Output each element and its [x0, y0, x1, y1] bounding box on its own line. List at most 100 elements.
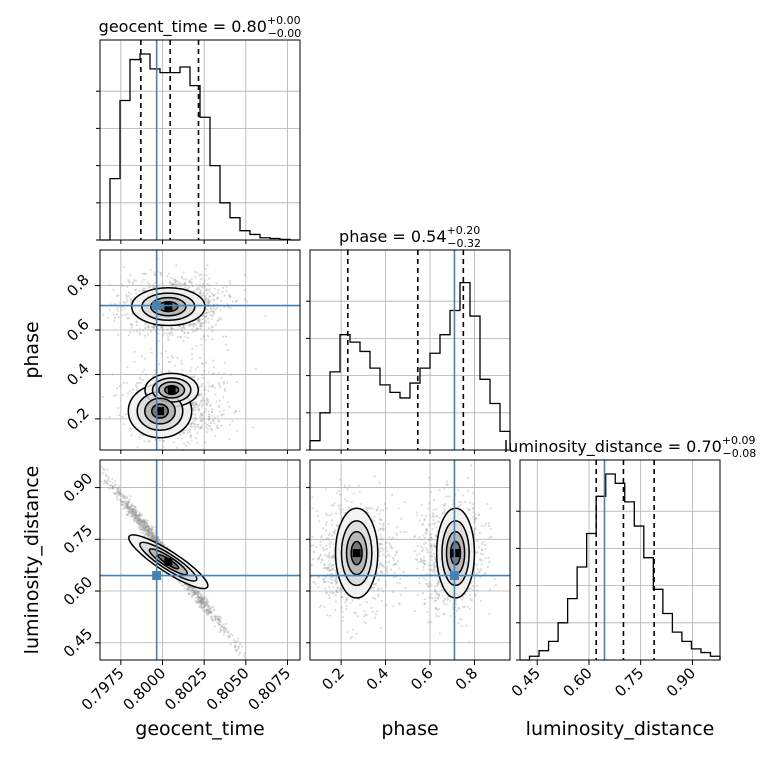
scatter-geocent-time-vs-phase-sample-point [218, 316, 222, 319]
scatter-geocent-time-vs-luminosity-distance-sample-point [148, 527, 151, 530]
scatter-geocent-time-vs-luminosity-distance-sample-point [211, 615, 214, 618]
scatter-geocent-time-vs-luminosity-distance-sample-point [194, 590, 197, 593]
scatter-phase-vs-luminosity-distance-sample-point [346, 488, 349, 491]
scatter-phase-vs-luminosity-distance-sample-point [470, 599, 473, 602]
scatter-phase-vs-luminosity-distance-sample-point [436, 515, 439, 518]
scatter-phase-vs-luminosity-distance-sample-point [422, 559, 425, 562]
scatter-geocent-time-vs-phase-sample-point [146, 281, 149, 284]
scatter-geocent-time-vs-luminosity-distance-sample-point [143, 523, 146, 526]
scatter-phase-vs-luminosity-distance-sample-point [331, 556, 334, 559]
scatter-phase-vs-luminosity-distance-sample-point [324, 554, 327, 557]
scatter-phase-vs-luminosity-distance-sample-point [332, 567, 335, 570]
scatter-phase-vs-luminosity-distance-sample-point [445, 495, 448, 498]
scatter-geocent-time-vs-phase-sample-point [201, 419, 204, 422]
scatter-geocent-time-vs-luminosity-distance-sample-point [146, 534, 149, 537]
scatter-phase-vs-luminosity-distance-sample-point [433, 564, 436, 567]
scatter-geocent-time-vs-luminosity-distance-sample-point [183, 587, 186, 590]
scatter-phase-vs-luminosity-distance-sample-point [487, 524, 490, 527]
scatter-geocent-time-vs-luminosity-distance-sample-point [218, 618, 221, 621]
scatter-geocent-time-vs-luminosity-distance-sample-point [141, 520, 144, 523]
scatter-geocent-time-vs-luminosity-distance-sample-point [204, 611, 207, 614]
scatter-geocent-time-vs-phase-sample-point [204, 422, 207, 425]
scatter-phase-vs-luminosity-distance-sample-point [378, 554, 381, 558]
scatter-geocent-time-vs-luminosity-distance-sample-point [214, 625, 217, 628]
scatter-phase-vs-luminosity-distance-sample-point [377, 595, 380, 598]
scatter-geocent-time-vs-luminosity-distance-sample-point [126, 505, 129, 509]
scatter-phase-vs-luminosity-distance-sample-point [432, 499, 435, 502]
scatter-geocent-time-vs-luminosity-distance-sample-point [192, 593, 195, 596]
scatter-geocent-time-vs-luminosity-distance-sample-point [112, 492, 115, 495]
scatter-geocent-time-vs-luminosity-distance-sample-point [147, 528, 150, 531]
scatter-geocent-time-vs-luminosity-distance-sample-point [205, 612, 208, 616]
scatter-geocent-time-vs-luminosity-distance-sample-point [197, 596, 201, 599]
scatter-geocent-time-vs-phase-sample-point [194, 425, 197, 429]
scatter-geocent-time-vs-phase-sample-point [170, 331, 173, 334]
scatter-geocent-time-vs-luminosity-distance-sample-point [207, 606, 210, 610]
scatter-geocent-time-vs-phase-sample-point [199, 412, 203, 415]
scatter-phase-vs-luminosity-distance-sample-point [419, 557, 423, 561]
scatter-geocent-time-vs-luminosity-distance-sample-point [130, 508, 134, 511]
scatter-geocent-time-vs-luminosity-distance-sample-point [121, 497, 125, 500]
scatter-geocent-time-vs-phase-sample-point [200, 412, 203, 415]
scatter-phase-vs-luminosity-distance-sample-point [328, 538, 331, 541]
scatter-geocent-time-vs-luminosity-distance-sample-point [196, 598, 199, 601]
scatter-phase-vs-luminosity-distance-sample-point [432, 513, 435, 517]
scatter-geocent-time-vs-phase-sample-point [198, 408, 201, 411]
scatter-geocent-time-vs-phase-sample-point [125, 298, 128, 301]
scatter-phase-vs-luminosity-distance-sample-point [372, 597, 375, 600]
scatter-geocent-time-vs-luminosity-distance-sample-point [130, 515, 133, 518]
scatter-geocent-time-vs-luminosity-distance-sample-point [125, 497, 129, 500]
scatter-geocent-time-vs-phase-sample-point [192, 376, 195, 379]
scatter-geocent-time-vs-luminosity-distance-sample-point [136, 519, 139, 522]
scatter-geocent-time-vs-luminosity-distance-sample-point [116, 498, 119, 501]
scatter-geocent-time-vs-luminosity-distance-sample-point [137, 514, 140, 517]
scatter-geocent-time-vs-phase-sample-point [204, 298, 207, 301]
scatter-geocent-time-vs-luminosity-distance-sample-point [219, 628, 222, 631]
scatter-geocent-time-vs-phase-sample-point [207, 424, 210, 427]
scatter-geocent-time-vs-luminosity-distance-sample-point [138, 520, 141, 523]
scatter-geocent-time-vs-luminosity-distance-sample-point [132, 509, 135, 512]
scatter-geocent-time-vs-luminosity-distance-sample-point [133, 507, 136, 510]
scatter-geocent-time-vs-luminosity-distance-sample-point [227, 630, 230, 633]
scatter-geocent-time-vs-luminosity-distance-sample-point [202, 606, 205, 609]
scatter-geocent-time-vs-phase-sample-point [193, 375, 196, 378]
scatter-phase-vs-luminosity-distance-sample-point [331, 578, 334, 581]
scatter-geocent-time-vs-luminosity-distance-sample-point [219, 617, 222, 620]
scatter-geocent-time-vs-luminosity-distance-sample-point [208, 612, 211, 615]
scatter-geocent-time-vs-luminosity-distance-sample-point [121, 493, 124, 496]
scatter-phase-vs-luminosity-distance-sample-point [310, 563, 314, 567]
scatter-geocent-time-vs-luminosity-distance-sample-point [157, 538, 160, 541]
scatter-geocent-time-vs-luminosity-distance-sample-point [207, 608, 210, 612]
scatter-geocent-time-vs-luminosity-distance-sample-point [179, 581, 182, 585]
scatter-geocent-time-vs-luminosity-distance-sample-point [145, 524, 148, 528]
scatter-geocent-time-vs-phase-sample-point [130, 326, 133, 329]
hist-luminosity-distance-panel [516, 459, 721, 661]
scatter-geocent-time-vs-luminosity-distance-sample-point [197, 597, 200, 601]
scatter-phase-vs-luminosity-distance-sample-point [404, 587, 407, 590]
scatter-phase-vs-luminosity-distance-sample-point [466, 507, 469, 510]
scatter-geocent-time-vs-luminosity-distance-sample-point [187, 592, 190, 595]
scatter-geocent-time-vs-luminosity-distance-sample-point [192, 588, 195, 591]
scatter-phase-vs-luminosity-distance-sample-point [441, 588, 444, 591]
scatter-geocent-time-vs-luminosity-distance-sample-point [109, 484, 112, 487]
scatter-geocent-time-vs-luminosity-distance-sample-point [198, 596, 201, 599]
scatter-geocent-time-vs-luminosity-distance-sample-point [102, 467, 105, 470]
scatter-geocent-time-vs-luminosity-distance-sample-point [146, 528, 149, 532]
scatter-geocent-time-vs-phase-sample-point [180, 362, 183, 365]
scatter-geocent-time-vs-phase-sample-point [203, 369, 206, 372]
scatter-geocent-time-vs-phase-sample-point [196, 423, 199, 426]
scatter-phase-vs-luminosity-distance-sample-point [428, 568, 431, 571]
scatter-geocent-time-vs-phase-sample-point [238, 410, 241, 413]
scatter-geocent-time-vs-phase-sample-point [173, 364, 177, 367]
scatter-phase-vs-luminosity-distance-sample-point [437, 597, 440, 600]
scatter-phase-vs-luminosity-distance-sample-point [422, 559, 425, 562]
scatter-geocent-time-vs-phase-sample-point [200, 400, 204, 403]
scatter-phase-vs-luminosity-distance-sample-point [315, 509, 319, 512]
scatter-phase-vs-luminosity-distance-sample-point [385, 604, 388, 607]
scatter-geocent-time-vs-phase-sample-point [204, 388, 207, 391]
scatter-geocent-time-vs-luminosity-distance-sample-point [199, 603, 202, 606]
scatter-phase-vs-luminosity-distance-sample-point [446, 480, 449, 483]
scatter-geocent-time-vs-luminosity-distance-sample-point [191, 594, 194, 597]
scatter-phase-vs-luminosity-distance-sample-point [334, 512, 338, 515]
